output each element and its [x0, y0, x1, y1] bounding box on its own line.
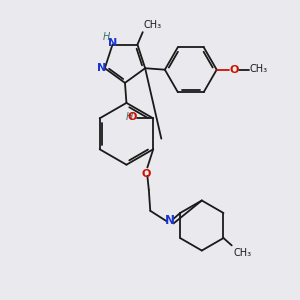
Text: CH₃: CH₃ [144, 20, 162, 30]
Text: CH₃: CH₃ [233, 248, 251, 258]
Text: O: O [127, 112, 136, 122]
Text: O: O [142, 169, 151, 179]
Text: H: H [102, 32, 110, 42]
Text: N: N [164, 214, 174, 227]
Text: O: O [230, 65, 239, 75]
Text: CH₃: CH₃ [250, 64, 268, 74]
Text: H: H [126, 112, 134, 122]
Text: N: N [108, 38, 117, 48]
Text: N: N [97, 63, 106, 73]
